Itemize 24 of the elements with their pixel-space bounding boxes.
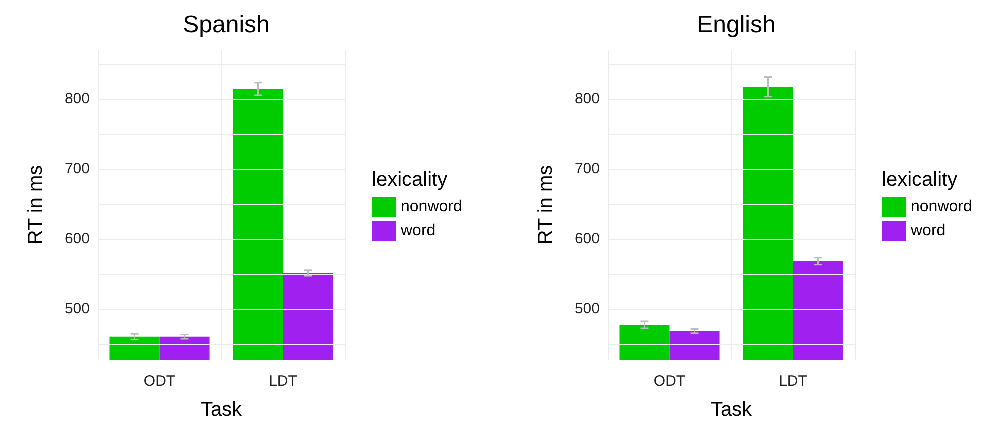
legend-label: nonword	[911, 198, 972, 216]
x-tick-label: ODT	[654, 373, 686, 390]
x-axis-title: Task	[200, 399, 244, 421]
x-tick-label: LDT	[779, 373, 808, 390]
y-tick-label: 500	[64, 300, 90, 318]
y-tick-label: 600	[574, 230, 600, 248]
y-tick-label: 600	[64, 230, 90, 248]
chart-title: English	[697, 12, 776, 38]
legend-label: word	[400, 222, 436, 240]
x-tick-label: ODT	[144, 373, 176, 390]
y-axis-title: RT in ms	[25, 165, 47, 245]
y-tick-label: 700	[574, 160, 600, 178]
chart-title: Spanish	[183, 12, 270, 38]
y-tick-label: 500	[574, 300, 600, 318]
x-axis-title: Task	[710, 399, 754, 421]
x-tick-label: LDT	[269, 373, 298, 390]
y-tick-label: 800	[64, 90, 90, 108]
legend-title: lexicality	[882, 169, 958, 191]
y-axis-title: RT in ms	[535, 165, 557, 245]
legend-label: word	[910, 222, 946, 240]
y-tick-label: 700	[64, 160, 90, 178]
legend-title: lexicality	[372, 169, 448, 191]
legend-label: nonword	[401, 198, 462, 216]
y-tick-label: 800	[574, 90, 600, 108]
